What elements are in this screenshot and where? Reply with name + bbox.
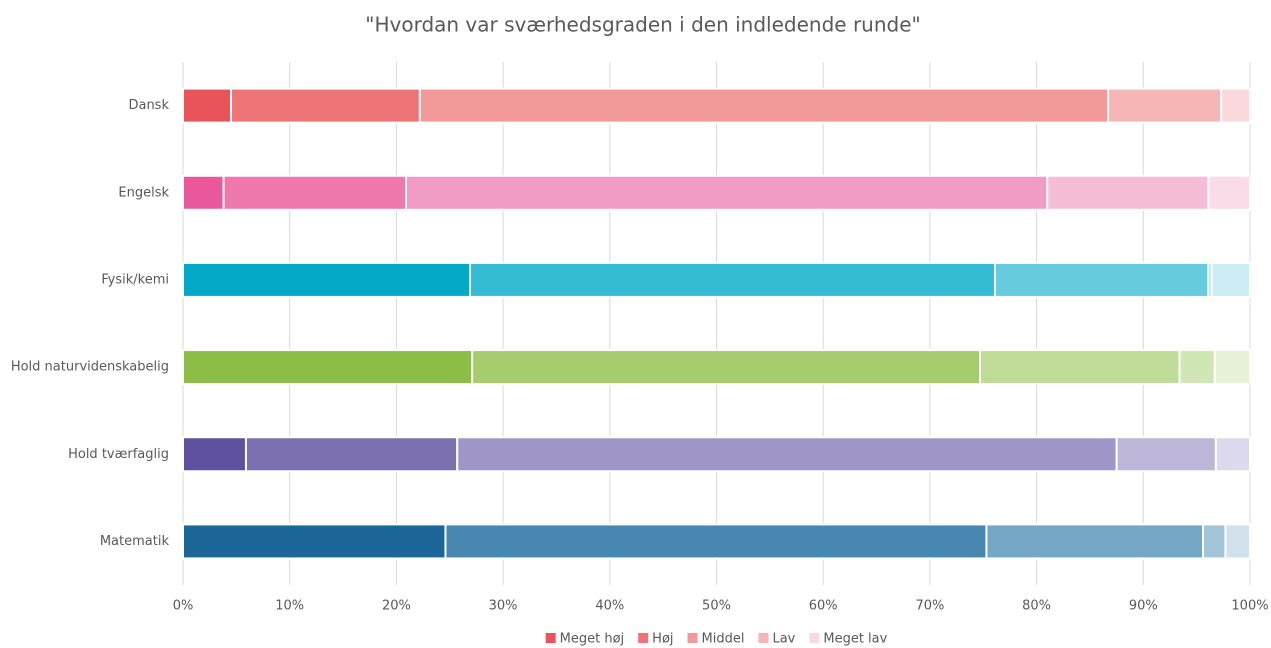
legend: Meget høj Høj Middel Lav Meget lav [545,632,888,647]
x-tick-label: 80% [1022,599,1051,614]
bar-segment [182,349,474,386]
x-tick-label: 90% [1129,599,1158,614]
bar-segment [182,523,447,560]
bar-segment [182,87,233,124]
y-tick-label: Engelsk [118,185,169,200]
bar-segment [418,87,1110,124]
bar-segment [993,261,1210,298]
bar-segment [405,174,1049,211]
bar-segment [222,174,408,211]
bar-segment [1046,174,1210,211]
y-tick-label: Hold naturvidenskabelig [11,360,169,375]
x-tick-label: 50% [702,599,731,614]
x-tick-label: 70% [915,599,944,614]
bar-segment [456,436,1118,473]
legend-label: Meget høj [560,632,625,647]
bar-segment [1220,87,1252,124]
bar-segment [469,261,996,298]
bar-segment [1224,523,1251,560]
bar-segment [1210,261,1252,298]
y-tick-label: Hold tværfaglig [68,447,169,462]
bar-segment [985,523,1205,560]
x-tick-label: 100% [1231,599,1268,614]
x-tick-label: 10% [275,599,304,614]
legend-swatch [687,633,698,643]
x-tick-label: 30% [489,599,518,614]
bar-segment [444,523,988,560]
x-tick-label: 40% [595,599,624,614]
bar-segment [1115,436,1217,473]
bar-segment [1202,523,1227,560]
legend-swatch [545,633,556,643]
bar-segment [230,87,421,124]
legend-label: Middel [702,632,745,647]
x-tick-label: 0% [173,599,194,614]
legend-swatch [758,633,769,643]
chart-title: "Hvordan var sværhedsgraden i den indled… [365,13,920,37]
bar-segment [1207,174,1251,211]
y-tick-label: Matematik [100,534,170,549]
x-tick-label: 60% [809,599,838,614]
legend-label: Meget lav [823,632,887,647]
y-tick-label: Fysik/kemi [101,272,169,287]
legend-swatch [638,633,649,643]
bar-segment [1107,87,1223,124]
bar-segment [182,436,247,473]
y-tick-label: Dansk [128,98,169,113]
bar-segment [182,174,225,211]
legend-label: Høj [652,632,673,647]
bar-segment [979,349,1181,386]
bar-segment [1213,349,1251,386]
bar-segment [1214,436,1251,473]
legend-label: Lav [772,632,795,647]
legend-swatch [809,633,820,643]
x-tick-label: 20% [382,599,411,614]
bar-segment [471,349,982,386]
bar-segment [182,261,472,298]
bar-segment [244,436,459,473]
bar-segment [1178,349,1216,386]
